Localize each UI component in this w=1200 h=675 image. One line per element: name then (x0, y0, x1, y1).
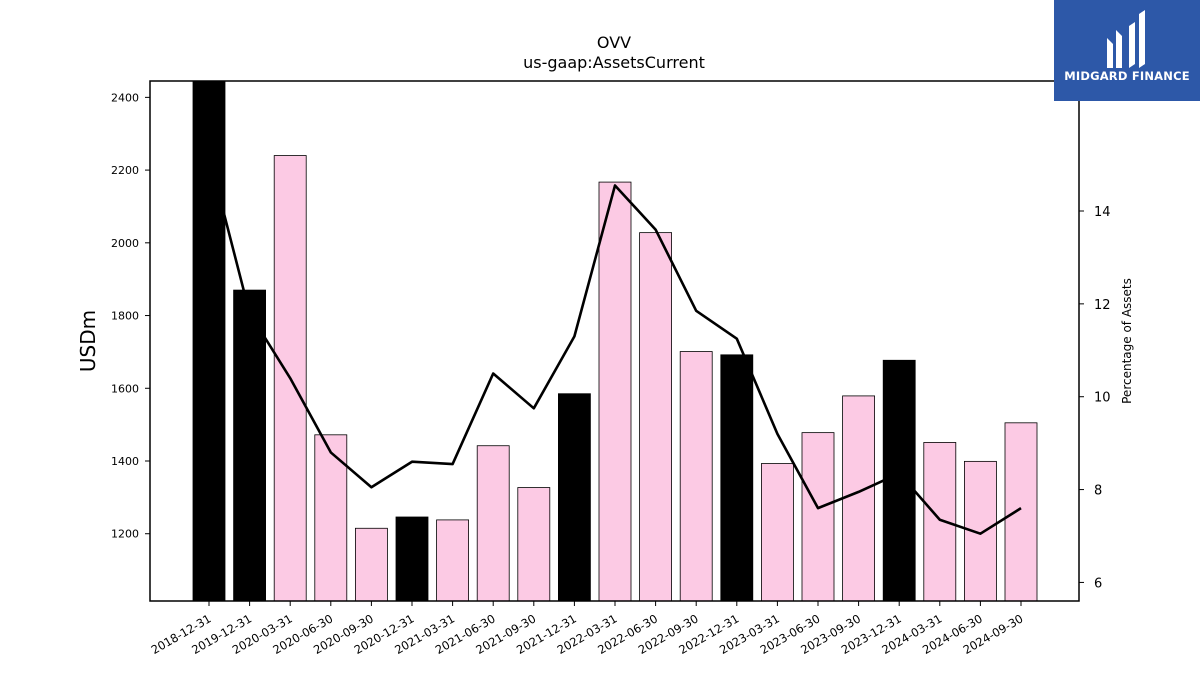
bar-2022-09-30 (679, 351, 713, 602)
bar-2020-06-30 (314, 434, 348, 602)
right-tick-label: 12 (1094, 298, 1111, 313)
right-axis-label: Percentage of Assets (1120, 278, 1134, 404)
chart-title: OVV (597, 33, 631, 52)
bar-2022-03-31 (598, 181, 632, 602)
y-tick-label: 1800 (111, 310, 139, 323)
bar-2023-12-31 (882, 359, 916, 602)
bar-2020-12-31 (395, 516, 429, 602)
y-tick-label: 2000 (111, 237, 139, 250)
y-tick-label: 1200 (111, 528, 139, 541)
y-tick-label: 1600 (111, 382, 139, 395)
y-tick-label: 2200 (111, 164, 139, 177)
bar-2023-09-30 (842, 395, 875, 602)
bar-2021-06-30 (476, 445, 510, 602)
line-layer (207, 154, 1022, 535)
bar-2023-03-31 (761, 463, 794, 602)
chart-subtitle: us-gaap:AssetsCurrent (523, 53, 705, 72)
y-axis-label: USDm (76, 310, 100, 372)
right-axis: 6 8 10 12 14 (1079, 205, 1111, 591)
brand-logo: MIDGARD FINANCE (1054, 0, 1200, 101)
bar-2024-09-30 (1004, 422, 1038, 602)
bar-2024-03-31 (923, 442, 957, 602)
x-axis: 2018-12-312019-12-312020-03-312020-06-30… (149, 601, 1026, 657)
right-tick-label: 10 (1094, 391, 1111, 406)
bars-layer (192, 80, 1038, 602)
bar-2023-06-30 (801, 432, 835, 602)
right-tick-label: 14 (1094, 205, 1111, 220)
bar-2018-12-31 (192, 80, 226, 602)
bar-2021-09-30 (517, 487, 551, 602)
bar-2022-06-30 (639, 232, 672, 602)
y-tick-label: 1400 (111, 455, 139, 468)
left-axis: 1200 1400 1600 1800 2000 2200 2400 (111, 91, 150, 541)
right-tick-label: 6 (1094, 576, 1102, 591)
bar-2020-09-30 (354, 527, 388, 602)
bar-2022-12-31 (720, 354, 754, 602)
logo-text: MIDGARD FINANCE (1064, 69, 1190, 83)
percentage-line (207, 154, 1022, 535)
y-tick-label: 2400 (111, 91, 139, 104)
bar-2021-03-31 (436, 519, 470, 602)
right-tick-label: 8 (1094, 484, 1102, 499)
bar-2021-12-31 (558, 393, 591, 602)
logo-mark-icon (1107, 10, 1145, 68)
bar-2019-12-31 (233, 289, 267, 602)
